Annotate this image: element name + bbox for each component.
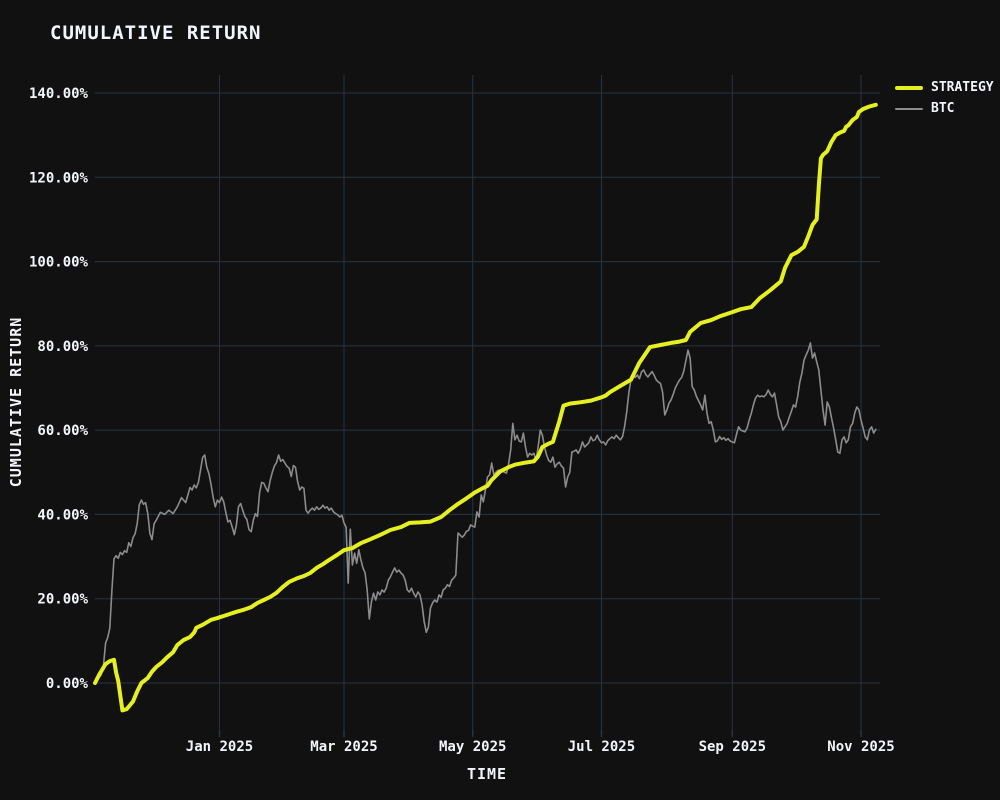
y-tick-label: 60.00% [37,423,88,439]
x-tick-label: Mar 2025 [310,739,377,755]
y-tick-label: 80.00% [37,339,88,355]
legend-item-btc[interactable]: BTC [895,101,994,116]
y-tick-label: 20.00% [37,592,88,608]
legend-label: BTC [931,101,955,116]
y-tick-label: 120.00% [29,170,89,186]
legend-swatch-btc [895,107,923,110]
x-tick-label: May 2025 [439,739,506,755]
x-tick-label: Jan 2025 [186,739,253,755]
legend-swatch-strategy [895,85,923,90]
legend-item-strategy[interactable]: STRATEGY [895,80,994,95]
x-tick-label: Sep 2025 [699,739,766,755]
series-line-strategy[interactable] [93,102,878,713]
y-tick-label: 0.00% [46,676,89,692]
legend-label: STRATEGY [931,80,994,95]
series-line-btc[interactable] [94,342,877,684]
x-axis-title: TIME [466,765,508,783]
y-tick-label: 140.00% [29,86,89,102]
legend: STRATEGY BTC [895,80,994,116]
x-tick-label: Jul 2025 [568,739,635,755]
y-tick-label: 40.00% [37,507,88,523]
x-tick-label: Nov 2025 [827,739,894,755]
y-tick-label: 100.00% [29,255,89,271]
chart-title: CUMULATIVE RETURN [50,22,262,44]
